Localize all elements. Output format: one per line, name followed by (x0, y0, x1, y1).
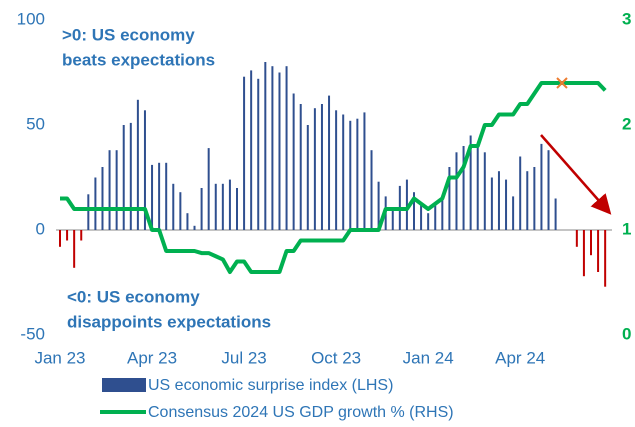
bar (413, 192, 415, 230)
bar (94, 177, 97, 230)
legend-label: Consensus 2024 US GDP growth % (RHS) (148, 404, 454, 421)
bar (172, 183, 175, 230)
bar (342, 114, 345, 230)
bar (250, 70, 253, 231)
annotation: >0: US economy (62, 25, 195, 44)
bar (115, 150, 118, 230)
bar (420, 204, 423, 230)
x-tick-label: Apr 24 (495, 348, 545, 367)
bar (533, 167, 536, 230)
bar (349, 120, 352, 230)
bar (257, 78, 260, 230)
bar (313, 108, 316, 230)
bar (391, 209, 394, 230)
bar (278, 72, 281, 230)
y2-tick-label: 0 (622, 324, 631, 343)
bar (165, 162, 168, 230)
bar (590, 230, 592, 256)
bar (476, 143, 479, 230)
annotation: beats expectations (62, 50, 215, 69)
bar (299, 104, 302, 230)
y2-tick-label: 3 (622, 9, 631, 28)
bar (228, 179, 231, 230)
y-tick-label: 50 (26, 114, 45, 133)
bar (427, 213, 430, 230)
bar (66, 230, 69, 241)
bar (306, 125, 309, 230)
bar (285, 66, 288, 230)
bar (434, 204, 437, 230)
bar (200, 188, 203, 230)
bar (136, 99, 139, 230)
bar (207, 148, 210, 230)
bar (554, 198, 557, 230)
bar (575, 230, 578, 247)
bar (264, 62, 267, 230)
bar (519, 156, 522, 230)
bar (597, 230, 600, 272)
y2-tick-label: 2 (622, 114, 631, 133)
bar (59, 230, 61, 247)
annotation: disappoints expectations (67, 312, 271, 331)
bar (497, 171, 500, 230)
bar (193, 225, 196, 230)
bar (101, 167, 104, 230)
bar (505, 179, 508, 230)
y-tick-label: 100 (17, 9, 45, 28)
bar (483, 152, 486, 230)
y2-tick-label: 1 (622, 219, 631, 238)
bar (214, 183, 217, 230)
bar (512, 196, 515, 230)
bar (490, 177, 493, 230)
bar (448, 167, 451, 230)
legend-swatch (102, 378, 146, 392)
bar (335, 110, 338, 230)
bar (108, 150, 111, 230)
bar (328, 95, 331, 230)
bar (221, 183, 224, 230)
line (60, 81, 607, 274)
bar (271, 66, 274, 230)
legend-label: US economic surprise index (LHS) (148, 377, 393, 394)
y-tick-label: -50 (20, 324, 45, 343)
trend-arrow (540, 134, 612, 215)
x-tick-label: Apr 23 (127, 348, 177, 367)
bar (370, 150, 373, 230)
bar (441, 196, 444, 230)
x-tick-label: Jan 24 (403, 348, 454, 367)
bar (80, 230, 83, 241)
x-tick-label: Oct 23 (311, 348, 361, 367)
bar (236, 188, 238, 230)
y-tick-label: 0 (36, 219, 45, 238)
bar (540, 143, 543, 230)
bar (455, 152, 458, 230)
annotation: <0: US economy (67, 287, 200, 306)
highlight-marker (556, 77, 568, 89)
bar (87, 194, 90, 230)
bar (158, 162, 161, 230)
bar (547, 150, 550, 230)
bar (186, 213, 189, 230)
bar (151, 164, 154, 230)
bar (243, 76, 246, 230)
bar (604, 230, 607, 287)
bar (179, 192, 182, 230)
bar (129, 122, 132, 230)
bar (292, 93, 295, 230)
bar (377, 181, 380, 230)
bar (469, 135, 472, 230)
bar (73, 230, 76, 268)
bar (526, 171, 529, 230)
bar (122, 125, 125, 230)
bar (356, 118, 359, 230)
bar (405, 179, 408, 230)
bar (363, 112, 366, 230)
bar (320, 104, 323, 230)
bar (582, 230, 585, 277)
bar (143, 110, 146, 230)
x-tick-label: Jul 23 (221, 348, 266, 367)
bar (462, 146, 465, 230)
x-tick-label: Jan 23 (34, 348, 85, 367)
